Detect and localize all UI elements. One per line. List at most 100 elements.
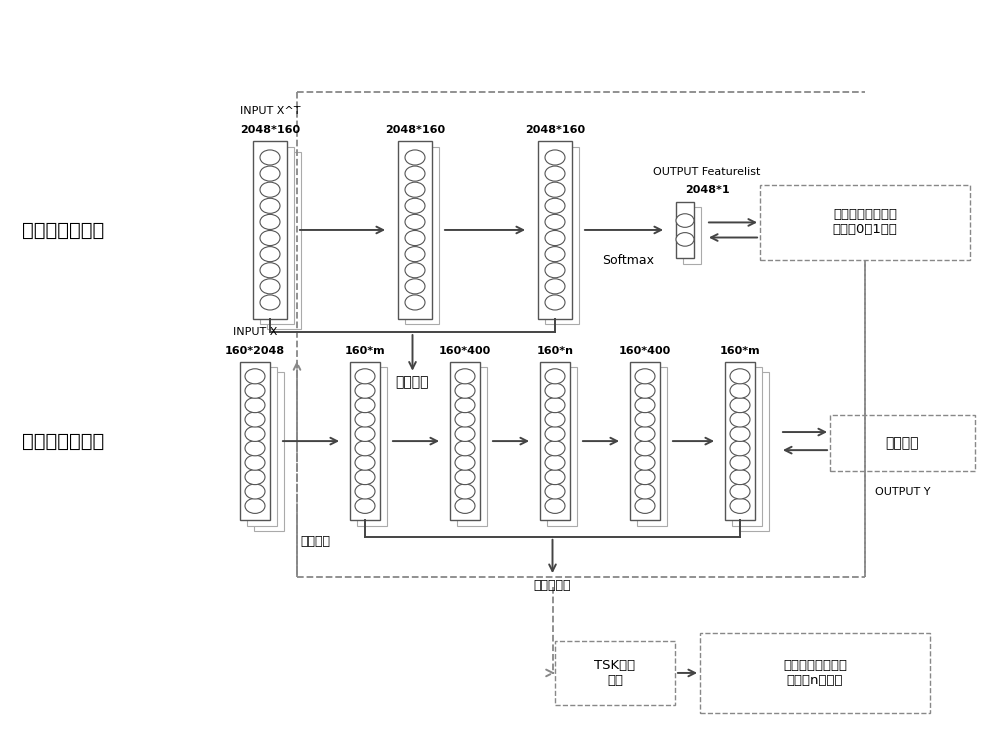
Circle shape bbox=[730, 412, 750, 427]
Circle shape bbox=[730, 383, 750, 398]
Bar bbox=[357, 367, 387, 526]
Circle shape bbox=[545, 426, 565, 441]
Text: INPUT X: INPUT X bbox=[233, 326, 277, 337]
Text: 特征筛选: 特征筛选 bbox=[300, 535, 330, 548]
Bar bbox=[547, 367, 577, 526]
Circle shape bbox=[545, 484, 565, 499]
Circle shape bbox=[405, 231, 425, 246]
Circle shape bbox=[405, 279, 425, 294]
Circle shape bbox=[405, 295, 425, 310]
Text: 基于经验写的规则
生成的0，1标签: 基于经验写的规则 生成的0，1标签 bbox=[833, 208, 897, 237]
Text: INPUT X^T: INPUT X^T bbox=[240, 106, 300, 116]
Circle shape bbox=[260, 295, 280, 310]
Circle shape bbox=[455, 412, 475, 427]
Circle shape bbox=[635, 426, 655, 441]
Circle shape bbox=[635, 369, 655, 384]
Circle shape bbox=[545, 231, 565, 246]
Circle shape bbox=[355, 426, 375, 441]
Circle shape bbox=[635, 412, 655, 427]
Circle shape bbox=[635, 441, 655, 456]
Text: 重建损失: 重建损失 bbox=[886, 436, 919, 450]
Circle shape bbox=[405, 214, 425, 229]
Circle shape bbox=[545, 369, 565, 384]
Circle shape bbox=[455, 369, 475, 384]
Circle shape bbox=[245, 412, 265, 427]
Circle shape bbox=[355, 470, 375, 485]
Circle shape bbox=[545, 150, 565, 165]
Circle shape bbox=[545, 498, 565, 513]
Bar bbox=[398, 142, 432, 319]
Circle shape bbox=[260, 198, 280, 213]
Circle shape bbox=[730, 498, 750, 513]
Circle shape bbox=[405, 198, 425, 213]
Bar bbox=[732, 367, 762, 526]
Circle shape bbox=[260, 182, 280, 198]
Circle shape bbox=[635, 383, 655, 398]
Circle shape bbox=[260, 214, 280, 229]
Circle shape bbox=[545, 397, 565, 412]
Bar bbox=[260, 147, 294, 324]
Text: 2048*160: 2048*160 bbox=[240, 125, 300, 135]
Text: 160*n: 160*n bbox=[536, 345, 574, 356]
Text: 160*2048: 160*2048 bbox=[225, 345, 285, 356]
Bar bbox=[450, 362, 480, 520]
Circle shape bbox=[635, 397, 655, 412]
Text: OUTPUT Featurelist: OUTPUT Featurelist bbox=[653, 167, 761, 176]
Circle shape bbox=[260, 231, 280, 246]
Circle shape bbox=[455, 441, 475, 456]
Circle shape bbox=[405, 262, 425, 277]
Circle shape bbox=[545, 262, 565, 277]
Text: 自监督特征提取: 自监督特征提取 bbox=[22, 220, 104, 240]
Circle shape bbox=[260, 262, 280, 277]
Circle shape bbox=[730, 470, 750, 485]
Text: 160*400: 160*400 bbox=[439, 345, 491, 356]
Circle shape bbox=[545, 214, 565, 229]
Text: 自动编码器降维: 自动编码器降维 bbox=[22, 431, 104, 451]
Bar bbox=[555, 641, 675, 705]
Text: 全连接层: 全连接层 bbox=[396, 375, 429, 390]
Circle shape bbox=[260, 150, 280, 165]
Bar bbox=[247, 367, 277, 526]
Bar bbox=[739, 372, 769, 531]
Bar bbox=[676, 202, 694, 258]
Circle shape bbox=[405, 166, 425, 181]
Circle shape bbox=[355, 455, 375, 470]
Circle shape bbox=[730, 426, 750, 441]
Circle shape bbox=[730, 455, 750, 470]
Circle shape bbox=[355, 383, 375, 398]
Circle shape bbox=[545, 166, 565, 181]
Circle shape bbox=[245, 498, 265, 513]
Circle shape bbox=[730, 397, 750, 412]
Circle shape bbox=[545, 383, 565, 398]
Circle shape bbox=[676, 214, 694, 227]
Circle shape bbox=[545, 412, 565, 427]
Circle shape bbox=[355, 369, 375, 384]
Text: 2048*1: 2048*1 bbox=[685, 185, 729, 195]
Bar bbox=[637, 367, 667, 526]
Text: 自动编码器: 自动编码器 bbox=[534, 578, 571, 592]
Text: 实际测量的葡萄糖
浓度和n条规则: 实际测量的葡萄糖 浓度和n条规则 bbox=[783, 659, 847, 687]
Circle shape bbox=[545, 279, 565, 294]
Bar bbox=[538, 142, 572, 319]
Bar bbox=[253, 142, 287, 319]
Circle shape bbox=[455, 426, 475, 441]
Bar bbox=[830, 415, 975, 471]
Bar bbox=[760, 185, 970, 260]
Circle shape bbox=[355, 412, 375, 427]
Circle shape bbox=[455, 498, 475, 513]
Circle shape bbox=[260, 166, 280, 181]
Circle shape bbox=[676, 233, 694, 246]
Circle shape bbox=[355, 397, 375, 412]
Circle shape bbox=[245, 426, 265, 441]
Circle shape bbox=[455, 455, 475, 470]
Circle shape bbox=[355, 498, 375, 513]
Circle shape bbox=[455, 397, 475, 412]
Bar bbox=[683, 207, 701, 264]
Bar bbox=[405, 147, 439, 324]
Bar bbox=[545, 147, 579, 324]
Circle shape bbox=[260, 279, 280, 294]
Circle shape bbox=[545, 441, 565, 456]
Circle shape bbox=[730, 369, 750, 384]
Circle shape bbox=[635, 455, 655, 470]
Bar bbox=[630, 362, 660, 520]
